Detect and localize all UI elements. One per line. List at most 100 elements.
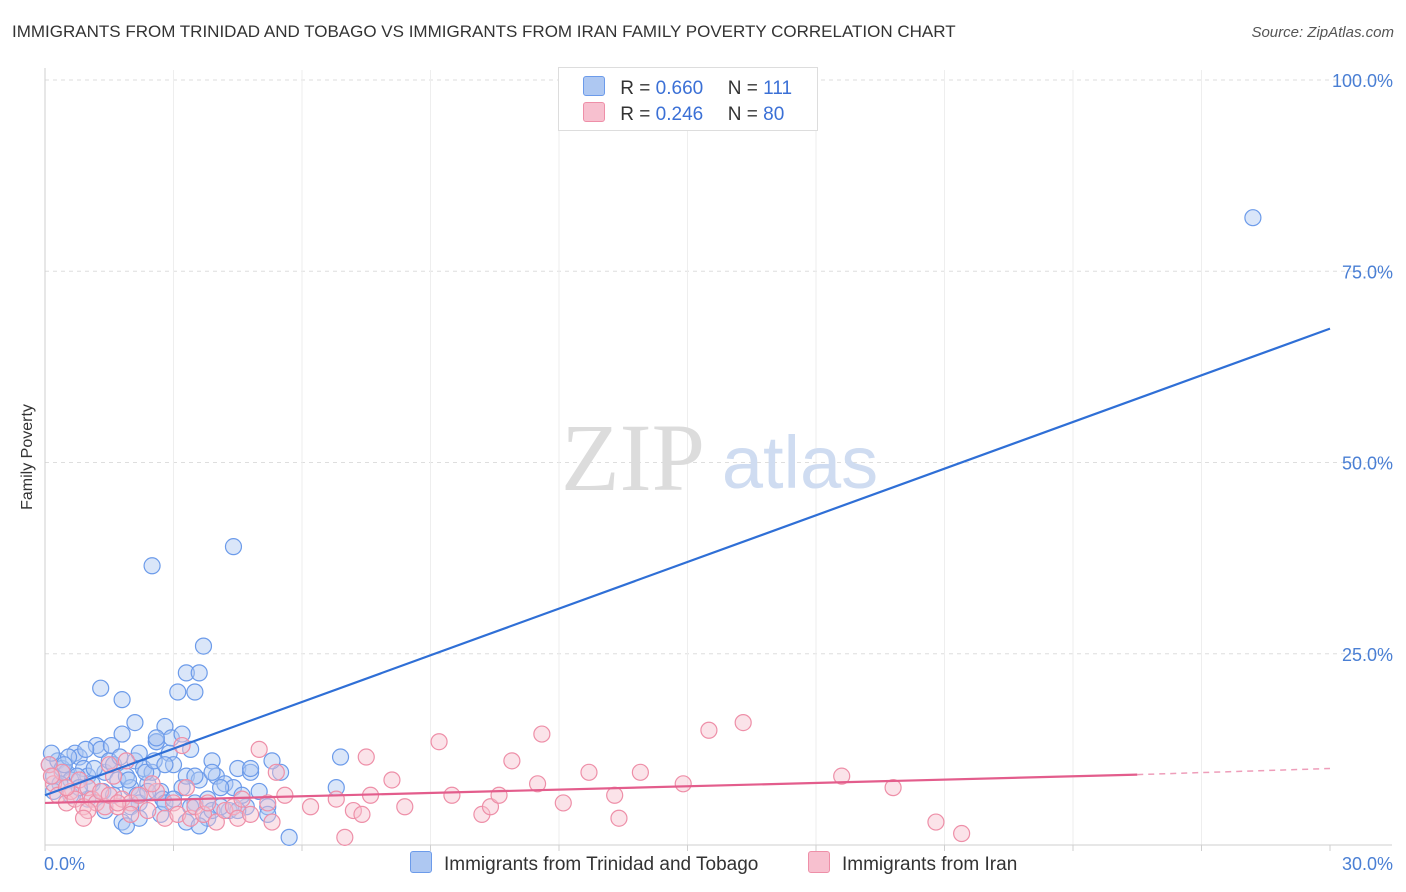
trinidad-point bbox=[177, 664, 195, 682]
iran-point bbox=[533, 725, 551, 743]
bottom-legend-iran: Immigrants from Iran bbox=[808, 851, 1017, 876]
legend-swatch-trinidad bbox=[583, 76, 605, 96]
bottom-legend-swatch-trinidad bbox=[410, 851, 432, 873]
trinidad-point bbox=[280, 828, 298, 846]
iran-point bbox=[156, 809, 174, 827]
trinidad-point bbox=[186, 767, 204, 785]
iran-point bbox=[250, 740, 268, 758]
legend-r-label: R = bbox=[620, 104, 651, 125]
iran-point bbox=[199, 794, 217, 812]
iran-point bbox=[528, 775, 547, 793]
tick-labels: 100.0% 75.0% 50.0% 25.0% 0.0% 30.0% bbox=[44, 71, 1393, 874]
axes bbox=[44, 68, 1392, 851]
trinidad-point bbox=[77, 740, 95, 758]
iran-point bbox=[357, 748, 375, 766]
series-trinidad-points bbox=[40, 209, 1262, 846]
trinidad-point bbox=[119, 771, 138, 789]
legend-r-value-iran: 0.246 bbox=[655, 104, 704, 125]
bottom-legend-trinidad: Immigrants from Trinidad and Tobago bbox=[410, 851, 758, 876]
bottom-legend-label-iran: Immigrants from Iran bbox=[842, 854, 1018, 875]
iran-point bbox=[953, 824, 971, 843]
y-tick-label: 25.0% bbox=[1342, 645, 1393, 665]
trinidad-point bbox=[126, 713, 144, 732]
iran-point bbox=[490, 786, 508, 804]
iran-point bbox=[259, 794, 277, 812]
trinidad-point bbox=[113, 725, 131, 743]
iran-point bbox=[242, 805, 260, 824]
trinidad-point bbox=[85, 759, 103, 778]
series-iran-points bbox=[40, 713, 971, 846]
iran-point bbox=[207, 813, 225, 831]
trinidad-point bbox=[242, 759, 260, 778]
legend-n-label: N = bbox=[727, 78, 758, 99]
trinidad-point bbox=[143, 557, 161, 575]
watermark: ZIP atlas bbox=[561, 404, 878, 511]
trinidad-point bbox=[194, 637, 213, 655]
trinidad-point bbox=[1244, 209, 1262, 227]
y-tick-label: 50.0% bbox=[1342, 454, 1393, 474]
trinidad-point bbox=[169, 683, 187, 701]
iran-point bbox=[430, 733, 448, 751]
trinidad-point bbox=[212, 779, 230, 797]
trinidad-point bbox=[224, 538, 243, 556]
trinidad-point bbox=[186, 683, 204, 701]
iran-point bbox=[606, 786, 624, 804]
trinidad-point bbox=[250, 782, 268, 801]
iran-point bbox=[443, 786, 461, 804]
iran-point bbox=[74, 809, 93, 827]
legend-row-iran: R = 0.246 N = 80 bbox=[583, 102, 784, 126]
legend-r-label: R = bbox=[620, 78, 651, 99]
legend-swatch-iran bbox=[583, 102, 605, 122]
iran-point bbox=[276, 786, 294, 804]
trinidad-point bbox=[147, 733, 165, 751]
x-tick-label: 0.0% bbox=[44, 854, 85, 874]
trinidad-point bbox=[92, 679, 110, 697]
iran-point bbox=[336, 828, 354, 846]
iran-point bbox=[301, 798, 320, 816]
trinidad-point bbox=[102, 736, 120, 755]
watermark-atlas: atlas bbox=[722, 421, 878, 504]
trinidad-point bbox=[233, 786, 251, 804]
legend-row-trinidad: R = 0.660 N = 111 bbox=[583, 76, 792, 100]
iran-point bbox=[327, 790, 345, 808]
legend-n-value-iran: 80 bbox=[763, 104, 785, 125]
iran-point bbox=[734, 713, 752, 732]
iran-point bbox=[130, 786, 148, 804]
iran-point bbox=[610, 809, 628, 827]
iran-trendline bbox=[44, 773, 1138, 805]
trendlines bbox=[44, 327, 1331, 805]
trinidad-point bbox=[156, 756, 174, 774]
bottom-legend-label-trinidad: Immigrants from Trinidad and Tobago bbox=[444, 854, 759, 875]
legend-n-value-trinidad: 111 bbox=[763, 78, 793, 99]
trinidad-trendline bbox=[44, 327, 1331, 797]
iran-trendline-extension bbox=[1137, 767, 1331, 776]
iran-point bbox=[396, 798, 414, 816]
iran-point bbox=[580, 763, 598, 781]
iran-point bbox=[109, 794, 127, 812]
iran-point bbox=[554, 794, 572, 812]
stats-legend: R = 0.660 N = 111 R = 0.246 N = 80 bbox=[558, 67, 818, 131]
iran-point bbox=[122, 805, 140, 824]
iran-point bbox=[216, 801, 234, 820]
iran-point bbox=[169, 805, 187, 824]
iran-point bbox=[884, 779, 902, 797]
iran-point bbox=[233, 790, 251, 808]
source-credit: Source: ZipAtlas.com bbox=[1251, 24, 1394, 41]
iran-point bbox=[700, 721, 718, 739]
chart-title: IMMIGRANTS FROM TRINIDAD AND TOBAGO VS I… bbox=[12, 22, 956, 41]
legend-r-value-trinidad: 0.660 bbox=[655, 78, 704, 99]
iran-point bbox=[833, 767, 851, 785]
iran-point bbox=[674, 775, 692, 793]
iran-point bbox=[344, 801, 362, 820]
trinidad-point bbox=[147, 729, 165, 747]
iran-point bbox=[383, 771, 401, 789]
iran-point bbox=[143, 775, 161, 793]
iran-point bbox=[927, 813, 945, 831]
iran-point bbox=[177, 779, 195, 797]
watermark-zip: ZIP bbox=[561, 404, 705, 511]
y-tick-label: 75.0% bbox=[1342, 262, 1393, 282]
x-tick-label: 30.0% bbox=[1342, 854, 1393, 874]
trinidad-point bbox=[203, 763, 221, 781]
trinidad-point bbox=[242, 763, 260, 781]
